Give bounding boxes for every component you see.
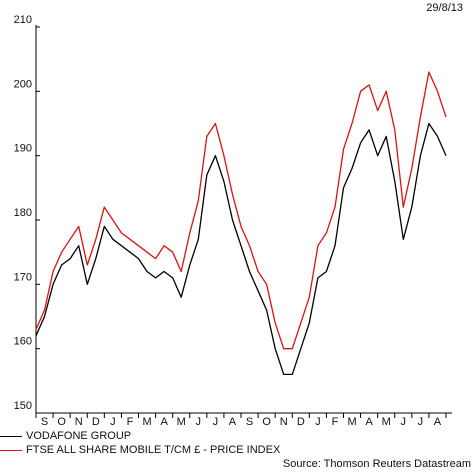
x-tick-label: S <box>246 416 253 428</box>
date-label: 29/8/13 <box>426 2 463 14</box>
x-tick-label: M <box>382 416 391 428</box>
source-note: Source: Thomson Reuters Datastream <box>282 458 471 470</box>
y-tick-label: 170 <box>14 271 32 283</box>
series-lines <box>35 71 447 376</box>
x-tick-label: N <box>280 416 288 428</box>
y-tick-label: 190 <box>14 143 32 155</box>
y-tick-label: 200 <box>14 78 32 90</box>
x-tick-label: M <box>347 416 356 428</box>
y-tick-label: 150 <box>14 400 32 412</box>
x-tick-label: J <box>110 416 116 428</box>
x-tick-label: F <box>332 416 339 428</box>
legend-item-vodafone: VODAFONE GROUP <box>0 430 131 442</box>
x-tick-label: O <box>262 416 271 428</box>
x-tick-label: J <box>196 416 202 428</box>
series-line-ftse <box>35 71 447 350</box>
x-tick-label: J <box>418 416 424 428</box>
x-tick-label: J <box>315 416 321 428</box>
legend-item-ftse: FTSE ALL SHARE MOBILE T/CM £ - PRICE IND… <box>0 444 280 456</box>
x-tick-label: N <box>75 416 83 428</box>
x-tick-label: O <box>57 416 66 428</box>
legend-label-ftse: FTSE ALL SHARE MOBILE T/CM £ - PRICE IND… <box>26 444 281 456</box>
x-tick-label: F <box>127 416 134 428</box>
x-tick-label: S <box>41 416 48 428</box>
x-tick-label: D <box>297 416 305 428</box>
x-tick-label: A <box>229 416 237 428</box>
legend-label-vodafone: VODAFONE GROUP <box>26 430 132 442</box>
y-tick-label: 160 <box>14 336 32 348</box>
y-tick-label: 210 <box>14 14 32 26</box>
x-tick-label: M <box>142 416 151 428</box>
x-tick-label: A <box>365 416 373 428</box>
x-tick-label: A <box>434 416 442 428</box>
x-tick-label: D <box>92 416 100 428</box>
legend-swatch-ftse <box>0 449 22 451</box>
legend-swatch-vodafone <box>0 435 22 437</box>
y-tick-label: 180 <box>14 207 32 219</box>
x-tick-label: A <box>160 416 168 428</box>
y-tick-labels: 150 160 170 180 190 200 210 <box>14 14 40 414</box>
x-tick-label: M <box>177 416 186 428</box>
series-line-vodafone <box>35 122 447 376</box>
x-tick-label: J <box>401 416 407 428</box>
axes <box>35 25 452 414</box>
x-tick-label: J <box>213 416 219 428</box>
